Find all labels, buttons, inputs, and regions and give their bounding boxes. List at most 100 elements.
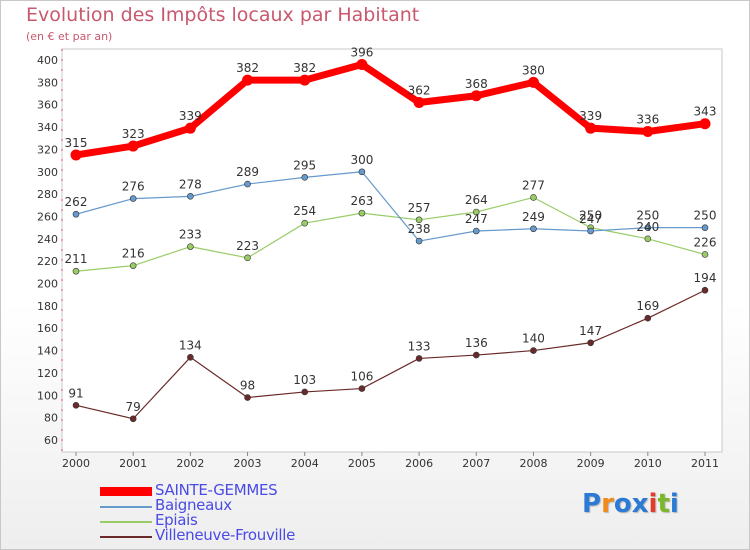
legend-label: SAINTE-GEMMES: [155, 481, 278, 499]
y-tick-label: 340: [37, 121, 58, 134]
x-tick-label: 2003: [234, 457, 262, 470]
data-label: 247: [579, 212, 602, 226]
legend-swatch: [100, 536, 152, 538]
data-label: 249: [522, 210, 545, 224]
logo-letter: i: [669, 489, 679, 519]
data-point: [701, 224, 709, 231]
series-line-baigneaux: [75, 171, 706, 242]
data-point: [187, 243, 194, 250]
data-point: [72, 210, 80, 218]
y-tick-label: 60: [44, 434, 58, 447]
data-label: 194: [694, 271, 717, 285]
y-tick-label: 280: [37, 188, 58, 201]
data-point: [358, 385, 366, 392]
data-label: 276: [122, 180, 145, 194]
data-point: [472, 351, 480, 359]
y-tick-label: 220: [37, 255, 58, 268]
data-point: [356, 58, 368, 70]
data-point: [415, 216, 423, 224]
data-label: 216: [122, 247, 145, 261]
y-tick-label: 120: [37, 367, 58, 380]
data-label: 323: [122, 127, 145, 141]
y-tick-label: 180: [37, 300, 58, 313]
data-label: 140: [522, 332, 545, 346]
data-point: [699, 118, 711, 130]
data-point: [644, 235, 652, 243]
data-label: 147: [579, 324, 602, 338]
data-label: 211: [65, 252, 88, 266]
chart-title: Evolution des Impôts locaux par Habitant: [26, 4, 420, 26]
data-point: [129, 415, 137, 423]
data-point: [472, 208, 480, 216]
y-tick-label: 80: [44, 412, 58, 425]
chart-subtitle: (en € et par an): [26, 30, 113, 43]
data-point: [415, 355, 423, 362]
data-label: 103: [293, 373, 316, 387]
x-tick-label: 2010: [634, 457, 662, 470]
y-tick-label: 320: [37, 143, 58, 156]
data-label: 263: [350, 194, 373, 208]
plot-area: [61, 48, 723, 453]
data-point: [72, 402, 80, 409]
legend-swatch: [100, 521, 152, 523]
x-tick-label: 2008: [519, 457, 547, 470]
data-label: 133: [408, 339, 431, 353]
x-tick-label: 2005: [348, 457, 376, 470]
data-point: [244, 254, 251, 262]
x-tick-label: 2006: [405, 457, 433, 470]
data-label: 223: [236, 239, 259, 253]
data-label: 262: [65, 195, 88, 209]
data-point: [244, 394, 251, 401]
data-label: 98: [240, 379, 255, 393]
data-label: 169: [636, 299, 659, 313]
data-point: [127, 140, 139, 152]
data-label: 339: [579, 109, 602, 123]
data-label: 250: [694, 209, 717, 223]
data-label: 91: [68, 386, 83, 400]
data-label: 277: [522, 178, 545, 192]
series-line-epiais: [75, 196, 706, 272]
legend-swatch: [100, 487, 152, 496]
data-point: [184, 122, 196, 134]
data-point: [187, 193, 194, 200]
data-point: [242, 74, 254, 86]
data-point: [70, 149, 82, 161]
data-label: 382: [236, 61, 259, 75]
legend-label: Villeneuve-Frouville: [155, 526, 296, 544]
x-tick-label: 2000: [62, 457, 90, 470]
data-label: 240: [636, 220, 659, 234]
data-point: [530, 347, 537, 354]
series-line-sainte-gemmes: [72, 60, 709, 159]
data-label: 136: [465, 336, 488, 350]
y-tick-label: 300: [37, 166, 58, 179]
data-label: 343: [694, 105, 717, 119]
data-point: [301, 388, 309, 396]
data-label: 315: [65, 136, 88, 150]
data-label: 250: [636, 209, 659, 223]
data-label: 257: [408, 201, 431, 215]
legend-label: Baigneaux: [155, 496, 232, 514]
data-label: 339: [179, 109, 202, 123]
data-point: [472, 227, 480, 235]
data-label: 295: [293, 158, 316, 172]
data-label: 226: [694, 235, 717, 249]
y-tick-label: 400: [37, 54, 58, 67]
data-point: [527, 76, 539, 88]
data-label: 254: [293, 204, 316, 218]
data-point: [129, 262, 137, 269]
data-point: [301, 219, 309, 227]
data-label: 336: [636, 113, 659, 127]
legend-swatch: [100, 506, 152, 508]
logo-letter: P: [582, 489, 602, 519]
y-tick-label: 100: [37, 389, 58, 402]
logo-letter: r: [601, 489, 614, 519]
data-point: [530, 194, 537, 201]
x-tick-label: 2007: [462, 457, 490, 470]
data-label: 106: [350, 370, 373, 384]
y-tick-label: 160: [37, 322, 58, 335]
data-label: 382: [293, 61, 316, 75]
data-point: [244, 180, 251, 188]
logo-letter: t: [657, 489, 670, 519]
legend-label: Epiais: [155, 511, 198, 529]
